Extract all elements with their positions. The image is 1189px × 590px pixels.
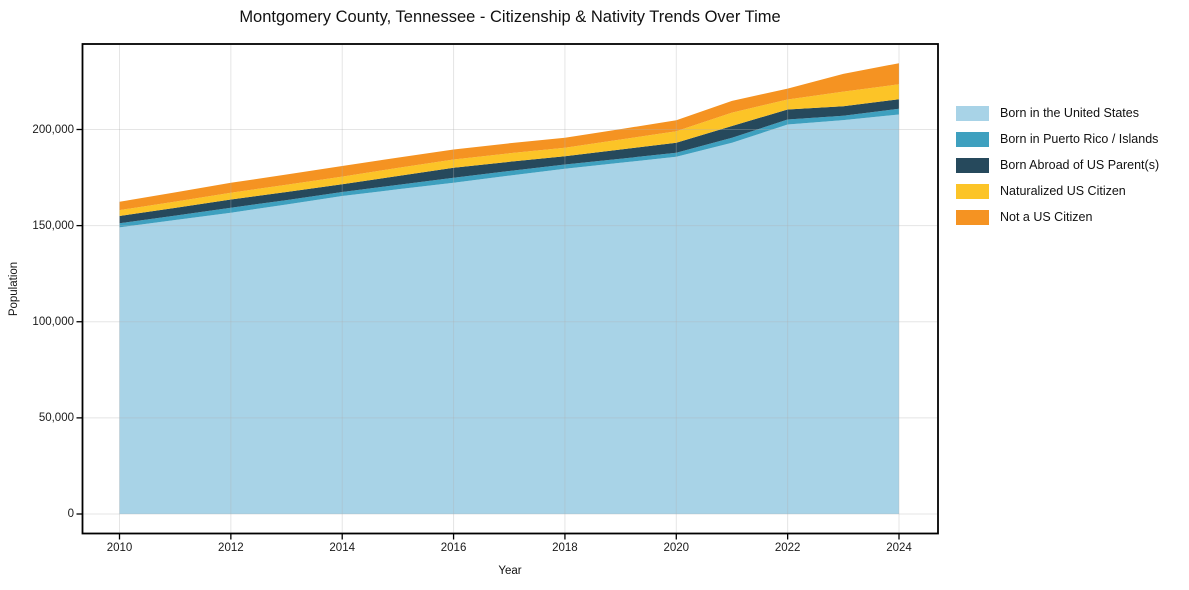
legend: Born in the United States Born in Puerto … xyxy=(956,100,1159,230)
area-born-in-puerto-rico-islands xyxy=(119,108,899,228)
legend-label: Born in Puerto Rico / Islands xyxy=(1000,132,1159,146)
x-tick-label: 2012 xyxy=(218,542,244,554)
y-tick-label: 200,000 xyxy=(32,123,74,136)
y-axis-label: Population xyxy=(8,261,20,317)
x-tick-label: 2022 xyxy=(774,542,801,554)
area-born-abroad-of-us-parent-s xyxy=(119,99,899,224)
axes-frame xyxy=(81,43,939,535)
x-tick-label: 2020 xyxy=(663,542,690,554)
area-born-in-the-united-states xyxy=(119,114,899,514)
area-naturalized-us-citizen xyxy=(119,84,899,216)
x-tick-label: 2018 xyxy=(552,542,578,554)
legend-label: Naturalized US Citizen xyxy=(1000,184,1126,198)
legend-item-not-a-us-citizen: Not a US Citizen xyxy=(956,204,1159,230)
legend-label: Born Abroad of US Parent(s) xyxy=(1000,158,1160,172)
legend-swatch xyxy=(956,209,989,225)
y-tick-label: 100,000 xyxy=(32,315,74,328)
legend-label: Not a US Citizen xyxy=(1000,210,1093,224)
x-tick-label: 2010 xyxy=(106,542,133,554)
y-tick-label: 50,000 xyxy=(38,411,74,424)
legend-label: Born in the United States xyxy=(1000,106,1139,120)
chart-title: Montgomery County, Tennessee - Citizensh… xyxy=(239,8,781,26)
x-tick-label: 2016 xyxy=(440,542,467,554)
x-tick-label: 2024 xyxy=(886,542,912,554)
x-tick-label: 2014 xyxy=(329,542,355,554)
legend-item-born-abroad-of-us-parent-s: Born Abroad of US Parent(s) xyxy=(956,152,1159,178)
area-not-a-us-citizen xyxy=(119,63,899,211)
legend-swatch xyxy=(956,183,989,199)
legend-swatch xyxy=(956,131,989,147)
legend-swatch xyxy=(956,105,989,121)
x-axis-label: Year xyxy=(498,565,522,577)
legend-swatch xyxy=(956,157,989,173)
legend-item-born-in-the-united-states: Born in the United States xyxy=(956,100,1159,126)
y-tick-label: 150,000 xyxy=(32,219,74,232)
legend-item-born-in-puerto-rico-islands: Born in Puerto Rico / Islands xyxy=(956,126,1159,152)
y-tick-label: 0 xyxy=(67,508,74,520)
legend-item-naturalized-us-citizen: Naturalized US Citizen xyxy=(956,178,1159,204)
